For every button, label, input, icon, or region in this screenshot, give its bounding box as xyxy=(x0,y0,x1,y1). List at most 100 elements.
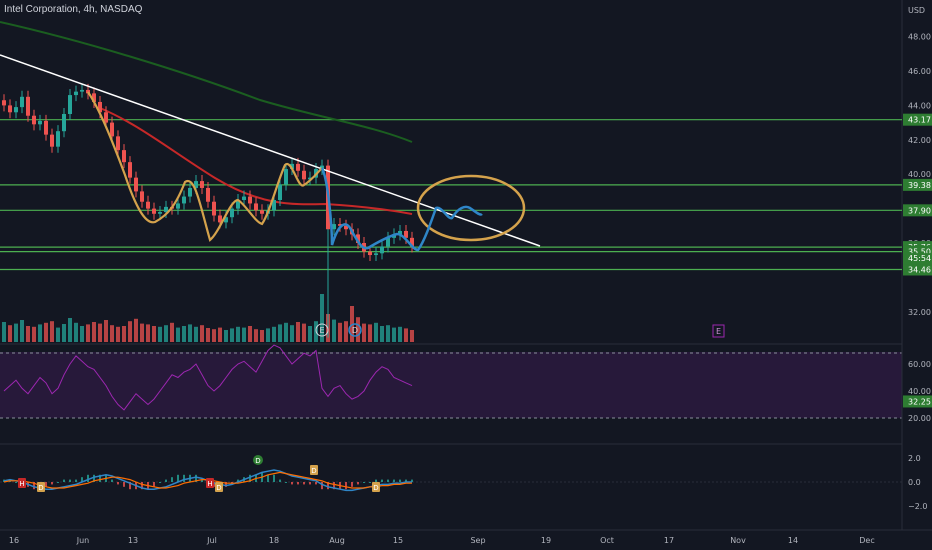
macd-hist-bar xyxy=(291,482,293,485)
event-marker-d[interactable]: D xyxy=(348,323,362,337)
candle-body xyxy=(248,196,252,204)
candle-body xyxy=(80,89,84,92)
macd-hist-bar xyxy=(183,474,185,482)
countdown-box xyxy=(903,253,932,265)
volume-bar xyxy=(386,325,390,342)
macd-hist-bar xyxy=(201,479,203,482)
price-tick: 48.00 xyxy=(908,33,931,42)
trendline[interactable] xyxy=(0,54,541,247)
candle-body xyxy=(8,105,12,113)
macd-hist-bar xyxy=(99,474,101,482)
candle-body xyxy=(218,215,222,223)
time-tick: 19 xyxy=(541,536,551,545)
volume-bar xyxy=(140,323,144,342)
macd-hist-bar xyxy=(393,479,395,482)
event-d-label: D xyxy=(352,326,358,335)
volume-bar xyxy=(230,328,234,342)
rsi-current-box xyxy=(903,395,932,408)
volume-bar xyxy=(20,320,24,342)
candle-body xyxy=(386,237,390,247)
candle-body xyxy=(254,203,258,211)
price-label-text: 39.38 xyxy=(908,181,931,190)
macd-marker-1 xyxy=(37,482,45,492)
macd-hist-bar xyxy=(171,477,173,482)
macd-marker-4 xyxy=(310,465,318,475)
time-tick: 17 xyxy=(664,536,674,545)
macd-marker-3 xyxy=(215,482,223,492)
macd-hist-bar xyxy=(225,482,227,487)
candle-body xyxy=(56,131,60,147)
macd-d-badge xyxy=(253,455,263,465)
time-tick: 15 xyxy=(393,536,403,545)
volume-bar xyxy=(338,322,342,342)
volume-bar xyxy=(254,329,258,342)
macd-hist-bar xyxy=(375,479,377,482)
macd-marker-label: D xyxy=(216,484,221,492)
candle-body xyxy=(290,163,294,170)
macd-hist-bar xyxy=(69,479,71,482)
macd-hist-bar xyxy=(315,482,317,485)
volume-bar xyxy=(164,325,168,342)
macd-d-badge-label: D xyxy=(255,457,260,465)
volume-bar xyxy=(176,327,180,342)
volume-bar xyxy=(116,326,120,342)
candle-body xyxy=(62,114,66,132)
drawing-orange-path[interactable] xyxy=(87,91,323,242)
volume-bar xyxy=(392,327,396,342)
macd-tick: 2.0 xyxy=(908,454,921,463)
volume-bar xyxy=(68,318,72,342)
chart-title: Intel Corporation, 4h, NASDAQ xyxy=(4,4,143,15)
volume-bar xyxy=(200,325,204,342)
moving-averages xyxy=(0,21,413,215)
volume-bar xyxy=(146,324,150,342)
candle-body xyxy=(98,101,102,113)
price-label-text: 35.50 xyxy=(908,248,931,257)
macd-hist-bar xyxy=(111,479,113,482)
macd-hist-bar xyxy=(399,479,401,482)
volume-bar xyxy=(86,324,90,342)
macd-hist-bar xyxy=(351,482,353,487)
macd-hist-bar xyxy=(405,479,407,482)
volume-bar xyxy=(320,294,324,342)
volume-bar xyxy=(158,326,162,342)
volume-bar xyxy=(380,326,384,342)
macd-marker-2 xyxy=(206,478,214,488)
candle-body xyxy=(236,200,240,209)
currency-label: USD xyxy=(908,6,925,15)
rsi-axis: 60.00 40.00 20.00 32.25 xyxy=(903,360,932,423)
candle-body xyxy=(116,136,120,151)
macd-hist-bar xyxy=(333,482,335,490)
rsi-tick: 60.00 xyxy=(908,360,931,369)
macd-hist-bar xyxy=(195,474,197,482)
volume-bar xyxy=(44,322,48,342)
time-tick: 14 xyxy=(788,536,798,545)
drawing-orange-circle[interactable] xyxy=(416,174,526,242)
candle-body xyxy=(278,184,282,200)
candle-body xyxy=(20,96,24,108)
macd-hist-bar xyxy=(303,482,305,485)
countdown-text: 45:54 xyxy=(908,254,931,263)
time-tick: Nov xyxy=(730,536,746,545)
candle-body xyxy=(110,122,114,137)
time-axis[interactable]: 16 Jun 13 Jul 18 Aug 15 Sep 19 Oct 17 Nov 14 Dec xyxy=(9,536,875,545)
candle-body xyxy=(128,162,132,178)
horizontal-levels[interactable] xyxy=(0,119,902,271)
drawing-blue-path[interactable] xyxy=(320,167,483,252)
candle-body xyxy=(296,163,300,171)
macd-hist-bar xyxy=(93,474,95,482)
event-marker-e2[interactable]: E xyxy=(712,324,725,338)
candle-body xyxy=(230,208,234,218)
time-tick: Jul xyxy=(206,536,217,545)
candlesticks xyxy=(2,83,414,338)
candle-body xyxy=(380,246,384,254)
volume-bar xyxy=(410,330,414,342)
candle-body xyxy=(68,95,72,114)
candle-body xyxy=(14,107,18,113)
volume-bar xyxy=(398,326,402,342)
event-marker-e1[interactable]: E xyxy=(315,323,329,337)
macd-hist-bar xyxy=(15,482,17,483)
volume-bar xyxy=(290,325,294,342)
